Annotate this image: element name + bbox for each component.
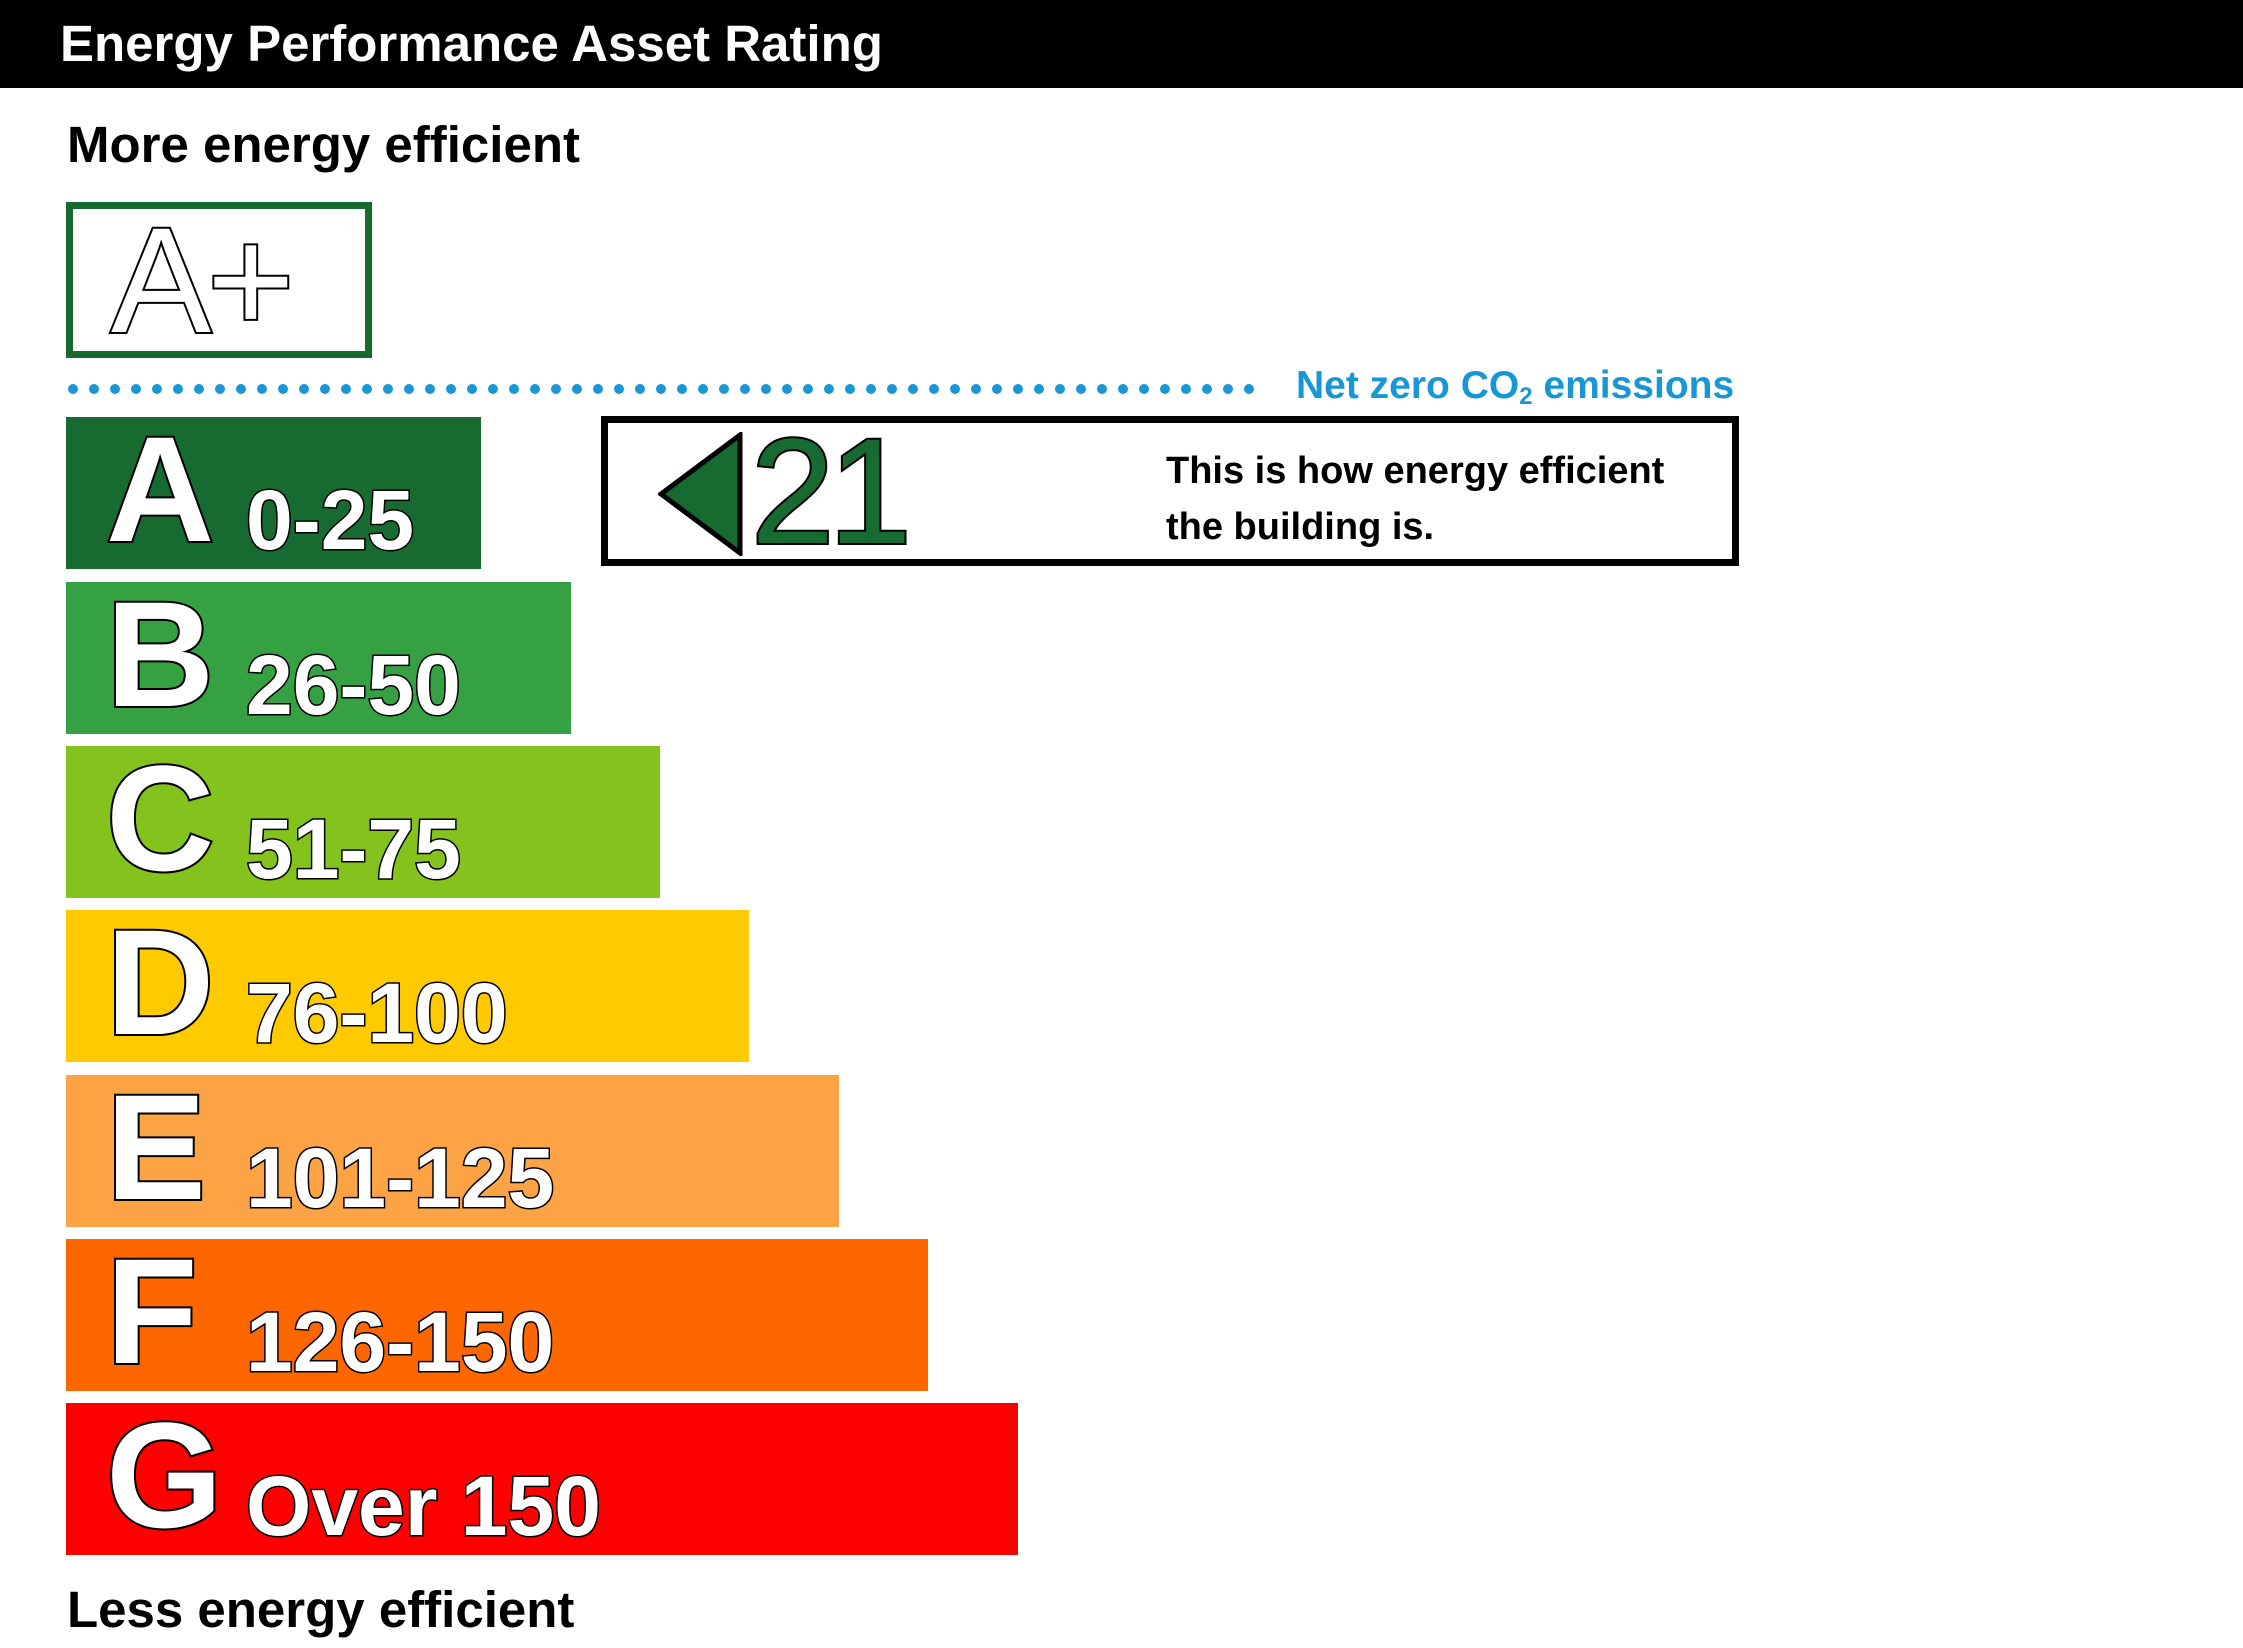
band-range: 0-25 [244,473,415,567]
net-zero-text: Net zero CO [1296,364,1520,407]
band-range: 76-100 [245,966,510,1060]
band-letter: E [104,1063,208,1231]
band-letter: B [104,570,216,738]
band-range: Over 150 [245,1459,603,1553]
band-range: 101-125 [244,1131,555,1225]
band-letter: F [104,1227,200,1395]
band-letter: D [104,898,216,1066]
net-zero-label: Net zero CO2 emissions [1296,364,1734,411]
aplus-band: A+ [66,202,372,358]
band-range: 51-75 [245,802,463,896]
net-zero-subscript: 2 [1519,383,1533,410]
rating-description: This is how energy efficient the buildin… [1166,450,1665,548]
rating-pointer-shape [658,432,743,556]
rating-pointer-icon [658,432,743,556]
band-range: 26-50 [245,638,463,732]
band-letter: C [104,734,216,902]
band-f: F 126-150 [66,1229,928,1393]
band-d: D 76-100 [66,900,749,1064]
band-a: A 0-25 [66,407,481,571]
band-b: B 26-50 [66,572,571,736]
band-letter: G [104,1391,225,1559]
band-c: C 51-75 [66,736,660,900]
net-zero-dotted-line [68,384,1266,394]
band-e: E 101-125 [66,1065,839,1229]
rating-value: 21 [749,407,914,575]
band-g: G Over 150 [66,1393,1018,1557]
aplus-label: A+ [109,196,297,364]
net-zero-suffix: emissions [1532,364,1735,407]
current-rating-box: 21 This is how energy efficient the buil… [601,409,1739,573]
less-efficient-label: Less energy efficient [67,1581,575,1638]
page-title: Energy Performance Asset Rating [60,15,883,72]
band-range: 126-150 [244,1295,555,1389]
header-bar: Energy Performance Asset Rating [0,0,2243,88]
more-efficient-label: More energy efficient [67,116,580,173]
band-letter: A [104,405,216,573]
